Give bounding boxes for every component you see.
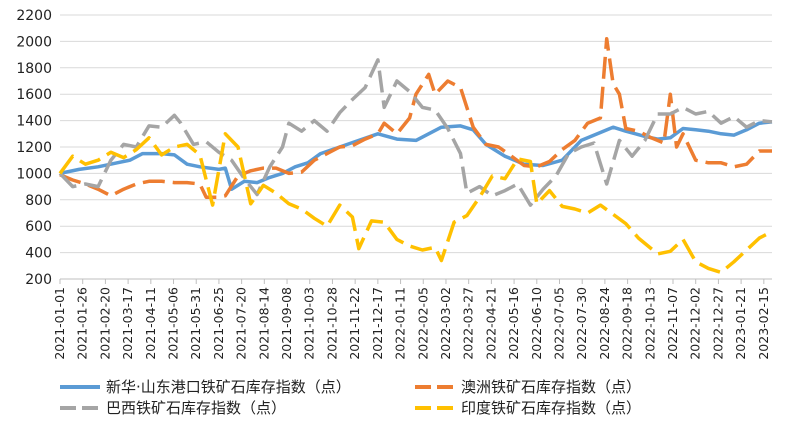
y-tick-label: 1800 [16,61,52,77]
y-tick-label: 1600 [16,87,52,103]
x-tick-label: 2022-06-10 [529,287,544,360]
legend-label: 新华·山东港口铁矿石库存指数（点） [106,378,351,396]
y-tick-label: 2200 [16,8,52,24]
x-tick-label: 2021-05-31 [188,287,203,360]
x-tick-label: 2021-02-20 [97,287,112,360]
series-line-0 [59,120,773,191]
x-tick-label: 2022-05-16 [506,287,521,360]
x-tick-label: 2022-04-21 [483,287,498,360]
x-tick-label: 2023-01-21 [733,287,748,360]
legend-entry-3: 印度铁矿石库存指数（点） [415,399,641,417]
y-axis: 200 400 600 800 1000 1200 1400 1600 1800 2000 2200 [16,8,52,288]
x-tick-label: 2021-01-01 [52,287,67,360]
x-tick-label: 2021-01-26 [75,287,90,360]
legend-label: 印度铁矿石库存指数（点） [461,399,641,417]
series-line-2 [58,58,773,207]
x-tick-label: 2022-12-27 [710,287,725,360]
x-tick-label: 2022-07-05 [551,287,566,360]
x-tick-label: 2022-03-02 [438,287,453,360]
x-tick-label: 2021-03-17 [120,287,135,360]
x-tick-label: 2021-06-25 [211,287,226,360]
legend-entry-0: 新华·山东港口铁矿石库存指数（点） [60,378,351,396]
x-tick-label: 2023-02-15 [756,287,771,360]
gridlines [60,14,772,280]
series-line-3 [58,132,773,275]
y-tick-label: 2000 [16,34,52,50]
x-tick-label: 2022-03-27 [461,287,476,360]
y-tick-label: 600 [25,219,52,235]
legend: 新华·山东港口铁矿石库存指数（点） 澳洲铁矿石库存指数（点） 巴西铁矿石库存指数（点… [60,378,641,417]
x-tick-label: 2021-10-03 [302,287,317,360]
x-tick-label: 2022-10-13 [642,287,657,360]
y-tick-label: 400 [25,246,52,262]
legend-label: 澳洲铁矿石库存指数（点） [461,378,641,396]
x-tick-label: 2021-08-14 [256,287,271,360]
x-axis: 2021-01-01 2021-01-26 2021-02-20 2021-03-17… [52,278,772,360]
legend-entry-2: 巴西铁矿石库存指数（点） [60,399,286,417]
x-tick-label: 2022-11-07 [665,287,680,360]
x-tick-label: 2021-09-08 [279,287,294,360]
y-tick-label: 1400 [16,114,52,130]
x-tick-label: 2021-07-20 [234,287,249,360]
y-tick-label: 1000 [16,166,52,182]
series-line-1 [59,37,772,199]
x-tick-label: 2022-09-18 [620,287,635,360]
x-tick-label: 2022-12-02 [688,287,703,360]
x-tick-label: 2021-10-28 [324,287,339,360]
x-tick-label: 2022-08-24 [597,287,612,360]
series-lines [58,37,773,275]
x-tick-label: 2021-12-17 [370,287,385,360]
x-tick-label: 2022-07-30 [574,287,589,360]
x-tick-label: 2022-02-05 [415,287,430,360]
legend-entry-1: 澳洲铁矿石库存指数（点） [415,378,641,396]
x-tick-label: 2021-05-06 [166,287,181,360]
x-tick-label: 2021-11-22 [347,287,362,360]
y-tick-label: 200 [25,272,52,288]
y-tick-label: 800 [25,193,52,209]
y-tick-label: 1200 [16,140,52,156]
legend-label: 巴西铁矿石库存指数（点） [106,399,286,417]
x-tick-label: 2021-04-11 [143,287,158,360]
x-tick-label: 2022-01-11 [393,287,408,360]
